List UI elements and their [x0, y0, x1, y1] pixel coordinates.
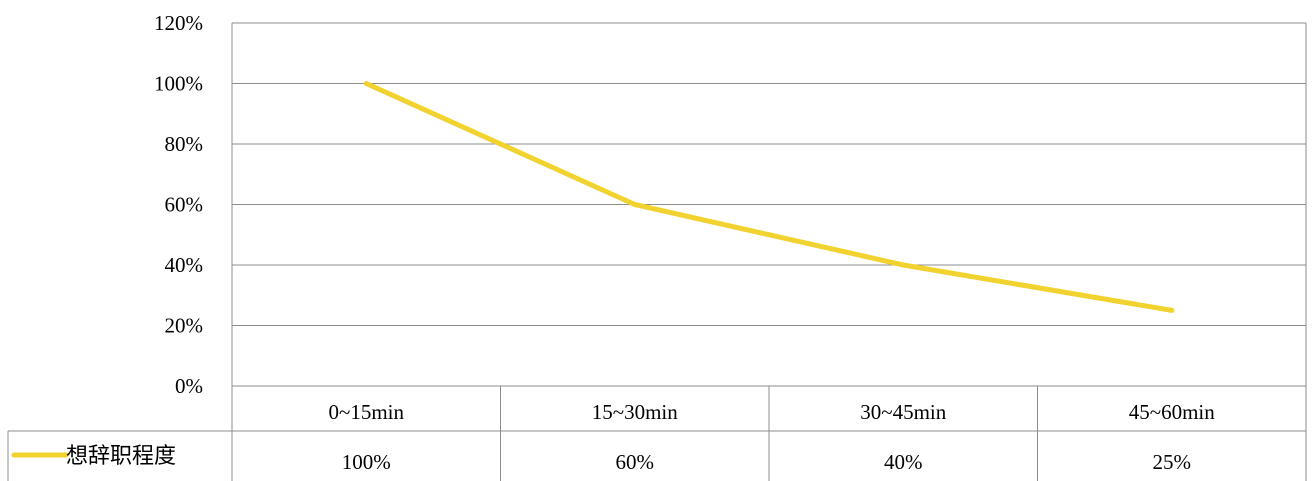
y-tick-label: 0% — [175, 374, 203, 398]
data-label: 60% — [616, 450, 655, 474]
y-tick-label: 120% — [154, 11, 203, 35]
y-tick-label: 80% — [165, 132, 204, 156]
data-point — [363, 81, 369, 86]
x-tick-label: 45~60min — [1129, 400, 1216, 424]
x-tick-label: 0~15min — [328, 400, 404, 424]
legend-label: 想辞职程度 — [66, 443, 176, 468]
data-point — [900, 262, 906, 268]
y-tick-label: 100% — [154, 72, 203, 96]
series-line — [363, 81, 1175, 313]
data-label: 25% — [1153, 450, 1192, 474]
y-tick-label: 40% — [165, 253, 204, 277]
data-point — [1169, 307, 1175, 313]
y-tick-label: 60% — [165, 193, 204, 217]
data-label: 100% — [342, 450, 391, 474]
x-tick-label: 30~45min — [860, 400, 947, 424]
y-tick-label: 20% — [165, 314, 204, 338]
data-point — [632, 202, 638, 207]
data-label: 40% — [884, 450, 923, 474]
x-tick-label: 15~30min — [592, 400, 679, 424]
